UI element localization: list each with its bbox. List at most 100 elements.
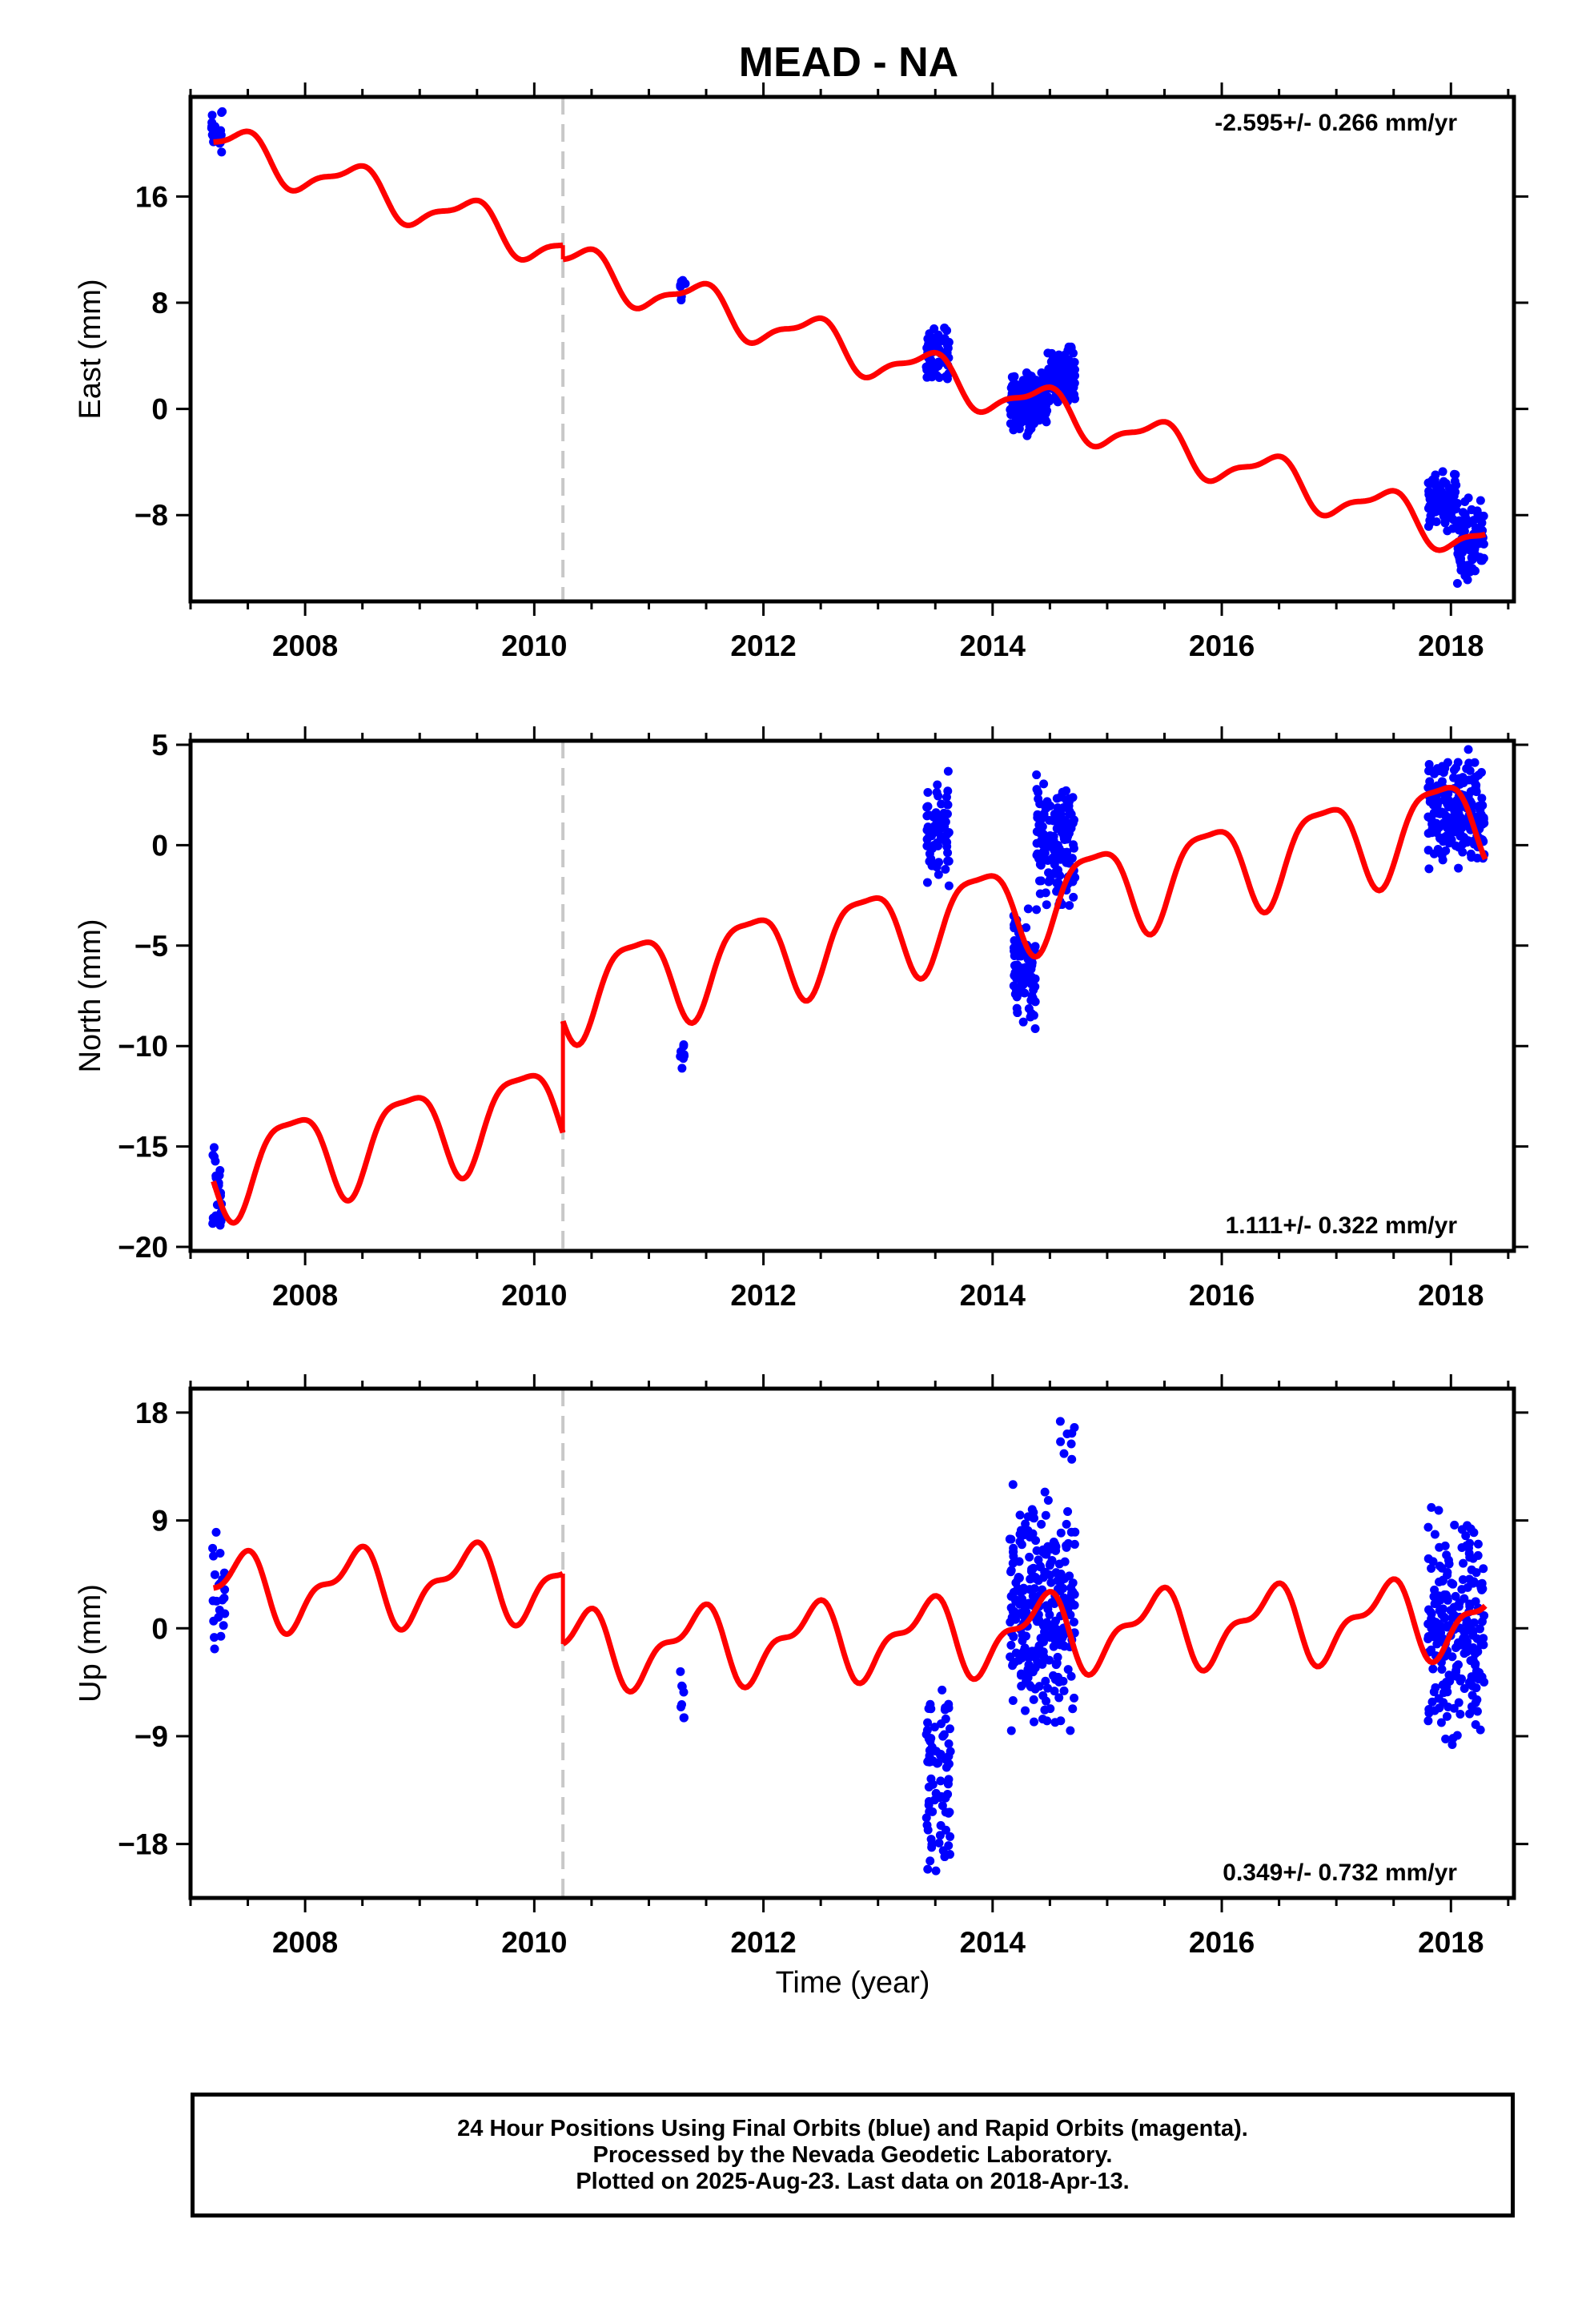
data-point xyxy=(938,810,948,820)
x-tick-label: 2014 xyxy=(960,1279,1026,1312)
data-point xyxy=(1032,905,1042,915)
x-tick-label: 2016 xyxy=(1189,1926,1255,1959)
y-tick-label: 8 xyxy=(151,287,168,320)
data-point xyxy=(1058,787,1068,797)
data-point xyxy=(1440,518,1450,528)
data-point xyxy=(1434,1694,1443,1703)
data-point xyxy=(1476,556,1486,565)
data-point xyxy=(681,279,690,288)
caption-line-orbits: 24 Hour Positions Using Final Orbits (bl… xyxy=(457,2116,1248,2141)
data-point xyxy=(1018,1636,1027,1646)
data-point xyxy=(934,870,943,879)
data-point xyxy=(1456,1709,1465,1719)
data-point xyxy=(214,1613,223,1622)
x-tick-label: 2016 xyxy=(1189,629,1255,662)
data-point xyxy=(1035,876,1045,886)
data-point xyxy=(1040,1487,1050,1497)
data-point xyxy=(944,856,954,866)
data-point xyxy=(1427,824,1437,834)
data-point xyxy=(1463,1582,1472,1592)
x-tick-label: 2014 xyxy=(960,629,1026,662)
data-point xyxy=(1026,424,1035,433)
data-point xyxy=(1054,350,1064,360)
data-point xyxy=(1474,801,1484,810)
data-point xyxy=(1473,1539,1483,1549)
data-point xyxy=(1441,846,1451,855)
data-point xyxy=(1439,1613,1449,1622)
data-point xyxy=(1034,794,1043,804)
data-point xyxy=(679,1050,689,1059)
panel-up: 2008 2010 2012 2014 2016 2018 −18 −9 0 9 18 Up (mm)… xyxy=(74,1374,1528,1959)
data-cluster xyxy=(208,1527,230,1654)
data-point xyxy=(1455,774,1464,784)
data-point xyxy=(1029,1513,1038,1522)
data-point xyxy=(1032,1546,1042,1555)
data-point xyxy=(1429,1687,1439,1697)
data-point xyxy=(938,1685,947,1695)
data-point xyxy=(1030,942,1040,951)
x-tick-label: 2014 xyxy=(960,1926,1026,1959)
panel-frame xyxy=(188,738,1516,1253)
data-point xyxy=(208,1543,218,1553)
data-point xyxy=(1053,840,1062,850)
data-point xyxy=(1065,794,1074,804)
data-point xyxy=(1066,1671,1076,1681)
data-point xyxy=(1034,412,1043,421)
data-point xyxy=(1034,396,1044,405)
data-point xyxy=(1468,564,1477,573)
data-point xyxy=(922,802,932,811)
data-point xyxy=(217,147,227,157)
data-point xyxy=(1015,1510,1025,1520)
rate-label: -2.595+/- 0.266 mm/yr xyxy=(1215,110,1457,136)
data-point xyxy=(677,1682,687,1691)
data-point xyxy=(1443,526,1452,536)
data-point xyxy=(1476,524,1486,533)
data-point xyxy=(1066,342,1076,352)
data-point xyxy=(1050,869,1060,879)
data-point xyxy=(1069,383,1078,392)
data-point xyxy=(1025,1552,1034,1562)
data-point xyxy=(1064,801,1074,810)
data-point xyxy=(923,1757,933,1767)
data-point xyxy=(1448,1579,1458,1589)
data-point xyxy=(1468,1691,1477,1700)
data-point xyxy=(1450,1610,1460,1620)
data-point xyxy=(926,854,936,864)
data-point xyxy=(677,1700,687,1710)
data-point xyxy=(1005,1534,1014,1544)
data-point xyxy=(1021,1519,1030,1529)
data-point xyxy=(1044,868,1054,878)
data-point xyxy=(1454,842,1464,852)
data-point xyxy=(1457,1640,1467,1650)
caption-line-plotted: Plotted on 2025-Aug-23. Last data on 201… xyxy=(576,2169,1130,2194)
data-point xyxy=(1021,1706,1030,1715)
data-point xyxy=(1017,1669,1026,1679)
data-point xyxy=(932,788,942,798)
data-point xyxy=(1452,796,1462,806)
data-point xyxy=(922,1726,932,1735)
data-point xyxy=(1065,1571,1074,1581)
data-point xyxy=(1030,1717,1039,1727)
data-point xyxy=(1471,1659,1480,1669)
data-point xyxy=(945,1724,954,1734)
data-point xyxy=(1023,1673,1033,1683)
data-point xyxy=(1017,979,1026,988)
data-point xyxy=(1435,1542,1444,1552)
y-tick-label: −8 xyxy=(135,499,168,532)
data-point xyxy=(942,374,952,384)
data-point xyxy=(1425,494,1435,504)
data-point xyxy=(1449,1602,1459,1612)
data-point xyxy=(1431,470,1440,480)
data-point xyxy=(1037,814,1046,824)
data-point xyxy=(1465,539,1475,549)
y-tick-label: −18 xyxy=(118,1828,168,1861)
data-point xyxy=(1452,480,1461,490)
data-point xyxy=(1066,1610,1075,1620)
data-point xyxy=(1069,1618,1078,1627)
data-point xyxy=(1427,1502,1436,1512)
data-point xyxy=(926,1856,935,1866)
data-point xyxy=(1423,1632,1433,1642)
data-point xyxy=(1050,1687,1059,1696)
data-point xyxy=(1045,1561,1054,1570)
data-point xyxy=(1443,1622,1452,1631)
